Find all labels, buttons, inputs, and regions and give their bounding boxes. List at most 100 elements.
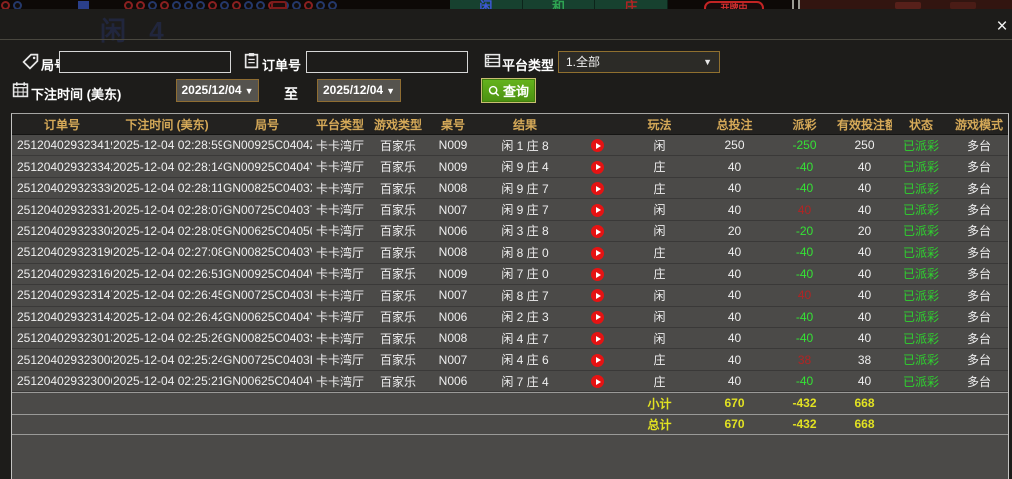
play-type-cell: 闲 bbox=[653, 203, 666, 218]
replay-play-button[interactable] bbox=[590, 375, 604, 389]
game-type-cell: 百家乐 bbox=[379, 160, 416, 175]
total-bet-cell: 40 bbox=[727, 181, 742, 196]
bet-time-cell: 2025-12-04 02:26:42 bbox=[113, 309, 222, 324]
query-button[interactable]: 查询 bbox=[481, 78, 536, 103]
replay-play-button[interactable] bbox=[590, 268, 604, 281]
round-number-cell: GN00625C0404Y bbox=[223, 309, 312, 324]
result-cell: 闲 9 庄 7 bbox=[501, 203, 549, 218]
valid-bet-cell: 40 bbox=[857, 309, 872, 324]
bet-time-cell: 2025-12-04 02:28:11 bbox=[113, 181, 222, 196]
payout-cell: -250 bbox=[792, 138, 817, 153]
total-bet-cell: 40 bbox=[727, 202, 742, 217]
table-header-row: 订单号 下注时间 (美东) 局号 平台类型 游戏类型 桌号 结果 玩法 总投注 派彩 有效投注额 状态… bbox=[12, 114, 1008, 135]
replay-cell bbox=[572, 181, 622, 196]
summary-label-cell: 小计 bbox=[647, 396, 672, 411]
subtotal-row: 小计 670 -432 668 bbox=[12, 392, 1008, 413]
bet-time-cell: 2025-12-04 02:25:24 bbox=[113, 352, 222, 367]
order-number-input[interactable] bbox=[306, 51, 468, 73]
player-bead-icon bbox=[148, 1, 157, 9]
play-type-cell: 庄 bbox=[653, 267, 666, 282]
replay-play-button[interactable] bbox=[590, 182, 604, 196]
replay-play-button[interactable] bbox=[590, 332, 604, 346]
bet-time-cell: 2025-12-04 02:25:26 bbox=[113, 331, 222, 346]
roadmap-beads bbox=[124, 1, 337, 9]
table-number-cell: N008 bbox=[438, 245, 468, 260]
result-cell: 闲 9 庄 4 bbox=[501, 160, 549, 175]
platform-type-value: 1.全部 bbox=[566, 55, 601, 69]
game-type-cell: 百家乐 bbox=[379, 288, 416, 303]
table-row: 251204029323308 2025-12-04 02:28:05 GN0062… bbox=[12, 221, 1008, 243]
date-to-value: 2025/12/04 bbox=[323, 83, 384, 97]
platform-type-select[interactable]: 1.全部 ▼ bbox=[558, 51, 720, 73]
replay-play-button[interactable] bbox=[590, 139, 604, 153]
column-header: 订单号 bbox=[43, 117, 80, 132]
total-bet-cell: 40 bbox=[727, 159, 742, 174]
round-number-input[interactable] bbox=[59, 51, 231, 73]
game-type-cell: 百家乐 bbox=[379, 224, 416, 239]
close-icon[interactable]: × bbox=[996, 16, 1008, 37]
date-from-picker[interactable]: 2025/12/04 ▼ bbox=[176, 79, 259, 102]
date-to-picker[interactable]: 2025/12/04 ▼ bbox=[317, 79, 401, 102]
round-number-cell: GN00625C04050 bbox=[223, 223, 312, 238]
game-mode-cell: 多台 bbox=[966, 203, 991, 218]
order-number-cell: 251204029323147 bbox=[17, 288, 112, 303]
player-bead-icon bbox=[292, 1, 301, 9]
table-row: 251204029323314 2025-12-04 02:28:07 GN0072… bbox=[12, 199, 1008, 221]
replay-cell bbox=[572, 310, 622, 324]
payout-cell: -40 bbox=[795, 331, 814, 346]
order-number-cell: 251204029323006 bbox=[17, 374, 112, 389]
player-bead-icon bbox=[328, 1, 337, 9]
chevron-down-icon: ▼ bbox=[386, 86, 395, 96]
replay-play-button[interactable] bbox=[590, 246, 604, 260]
player-bead-icon bbox=[172, 1, 181, 9]
bet-time-cell: 2025-12-04 02:28:14 bbox=[113, 159, 222, 174]
play-type-cell: 庄 bbox=[653, 181, 666, 196]
order-number-cell: 251204029323308 bbox=[17, 223, 112, 238]
bet-time-cell: 2025-12-04 02:28:59 bbox=[113, 138, 222, 153]
platform-list-icon bbox=[484, 52, 501, 69]
replay-cell bbox=[572, 159, 622, 174]
order-number-cell: 251204029323342 bbox=[17, 159, 112, 174]
order-number-cell: 251204029323190 bbox=[17, 245, 112, 260]
bet-time-cell: 2025-12-04 02:28:05 bbox=[113, 223, 222, 238]
player-zone-label: 闲 bbox=[450, 0, 523, 9]
replay-play-button[interactable] bbox=[590, 160, 604, 174]
game-mode-cell: 多台 bbox=[966, 288, 991, 303]
replay-play-button[interactable] bbox=[590, 203, 604, 217]
bet-time-cell: 2025-12-04 02:26:45 bbox=[113, 288, 222, 303]
date-from-value: 2025/12/04 bbox=[181, 83, 242, 97]
summary-valid-cell: 668 bbox=[854, 396, 875, 411]
column-header: 下注时间 (美东) bbox=[125, 117, 209, 132]
game-type-cell: 百家乐 bbox=[379, 310, 416, 325]
total-bet-cell: 40 bbox=[727, 245, 742, 260]
status-cell: 已派彩 bbox=[902, 160, 939, 175]
game-mode-cell: 多台 bbox=[966, 181, 991, 196]
play-type-cell: 闲 bbox=[653, 331, 666, 346]
banker-bead-icon bbox=[208, 1, 217, 9]
background-bleed-text: 闲 4 bbox=[100, 16, 172, 46]
replay-play-button[interactable] bbox=[590, 225, 604, 239]
column-header: 结果 bbox=[512, 117, 537, 132]
order-number-cell: 251204029323330 bbox=[17, 181, 112, 196]
player-bead-icon bbox=[184, 1, 193, 9]
platform-cell: 卡卡湾厅 bbox=[315, 353, 364, 368]
result-cell: 闲 8 庄 0 bbox=[501, 245, 549, 260]
round-number-cell: GN00625C0404W bbox=[223, 374, 312, 389]
platform-cell: 卡卡湾厅 bbox=[315, 374, 364, 389]
valid-bet-cell: 40 bbox=[857, 374, 872, 389]
total-bet-cell: 40 bbox=[727, 331, 742, 346]
play-type-cell: 闲 bbox=[653, 310, 666, 325]
player-bead-icon bbox=[256, 1, 265, 9]
round-number-cell: GN00725C0403T bbox=[223, 202, 312, 217]
replay-play-button[interactable] bbox=[590, 289, 604, 303]
replay-play-button[interactable] bbox=[590, 310, 604, 324]
round-number-cell: GN00925C0404W bbox=[223, 266, 312, 281]
result-cell: 闲 1 庄 8 bbox=[501, 138, 549, 153]
replay-play-button[interactable] bbox=[590, 353, 604, 367]
order-number-cell: 251204029323314 bbox=[17, 202, 112, 217]
date-to-separator: 至 bbox=[284, 86, 298, 102]
player-bead-icon bbox=[13, 1, 22, 9]
background-game-strip: 闲 和 庄 开牌中 bbox=[0, 0, 1012, 9]
game-mode-cell: 多台 bbox=[966, 160, 991, 175]
